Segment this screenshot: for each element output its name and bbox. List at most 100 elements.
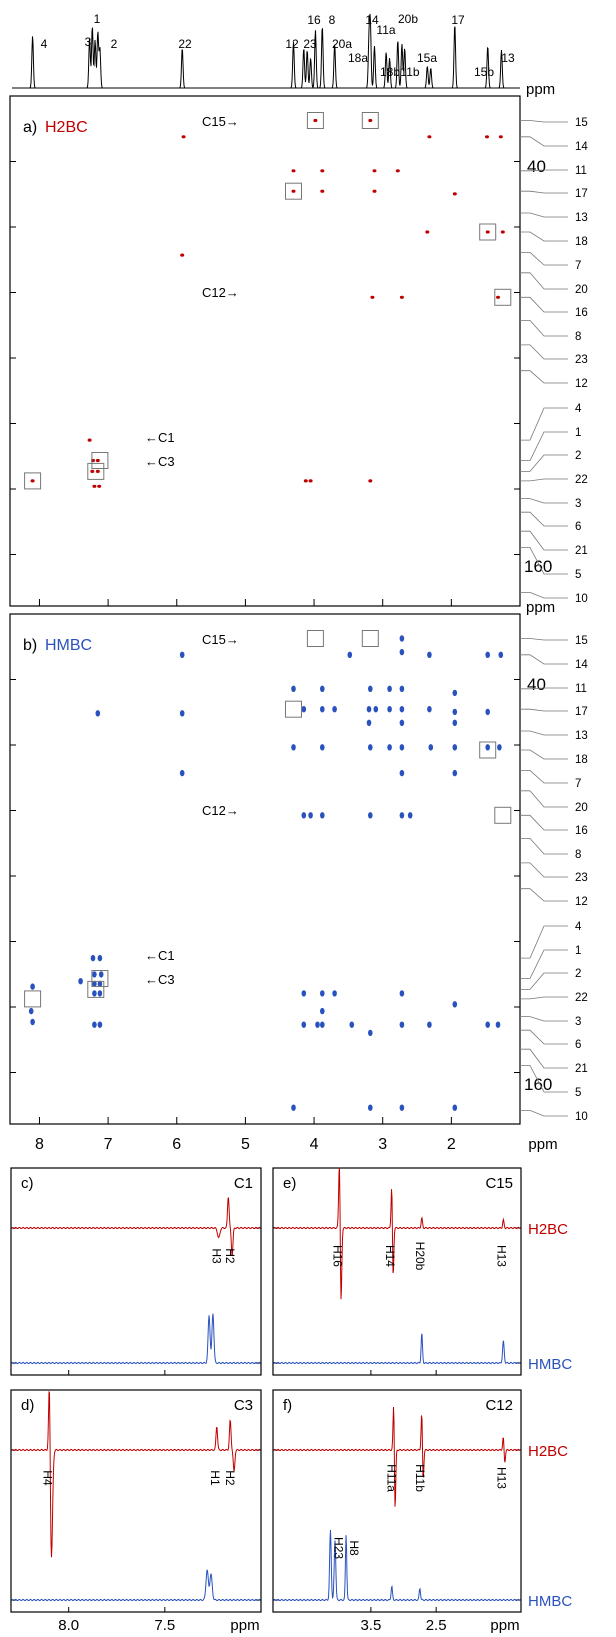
- highlight-box-4: [494, 288, 512, 306]
- carbon-leader-7: [520, 770, 568, 784]
- carbon-label-15: 15: [575, 635, 588, 647]
- cross-peak-3: [347, 651, 353, 658]
- peak-label-23: 23: [303, 37, 317, 51]
- cross-peak-31: [368, 479, 373, 483]
- peak-label-11a: 11a: [376, 23, 395, 37]
- slice-trace-h2bc: [273, 1406, 521, 1507]
- cross-peak-29: [320, 744, 325, 751]
- cross-peak-58: [332, 990, 337, 997]
- cross-peak-52: [97, 980, 103, 988]
- cross-peak-26: [399, 719, 405, 726]
- cross-peak-40: [301, 812, 307, 819]
- cross-peak-73: [495, 1021, 501, 1028]
- cross-peak-59: [399, 990, 405, 997]
- carbon-leader-18: [520, 231, 568, 242]
- carbon-leader-11: [520, 169, 568, 172]
- x-tick-label-7: 7: [104, 1136, 113, 1153]
- cross-peak-48: [92, 971, 97, 978]
- slice-peak-label-h13: H13: [494, 1467, 508, 1489]
- cross-peak-50: [78, 978, 83, 985]
- carbon-leader-23: [520, 862, 568, 878]
- highlight-box-3: [479, 223, 497, 241]
- carbon-label-14: 14: [575, 141, 588, 153]
- cross-peak-7: [291, 685, 296, 692]
- carbon-label-5: 5: [575, 569, 581, 581]
- carbon-label-8: 8: [575, 331, 581, 343]
- slice-panel-letter: e): [283, 1175, 296, 1192]
- cross-peak-33: [428, 744, 434, 751]
- slice-carbon-label: C12: [485, 1397, 513, 1414]
- cross-peak-24: [179, 710, 185, 717]
- cross-peak-21: [452, 708, 458, 716]
- cross-peak-30: [368, 744, 373, 751]
- highlight-box-6: [87, 462, 105, 480]
- carbon-leader-14: [520, 654, 568, 665]
- slice-peak-label-h11a: H11a: [385, 1464, 399, 1492]
- carbon-label-15: 15: [575, 117, 588, 129]
- hmbc-2d-panel: b) HMBCppm4016015141117131872016823124122…: [9, 599, 588, 1153]
- cross-peak-14: [425, 230, 430, 234]
- peak-label-15a: 15a: [417, 51, 437, 65]
- trace-name-hmbc: HMBC: [528, 1356, 572, 1373]
- peak-label-2: 2: [111, 37, 118, 51]
- cross-peak-4: [427, 651, 432, 658]
- carbon-label-4: 4: [575, 403, 582, 415]
- cross-peak-65: [97, 1021, 103, 1028]
- x-axis-unit: ppm: [528, 1136, 557, 1153]
- carbon-label-20: 20: [575, 284, 588, 296]
- panel-letter: b): [23, 637, 37, 654]
- slice-panel-c3: d) C3 H4 H1 H2 8.0 7.5 ppm: [10, 1389, 262, 1634]
- carbon-label-14: 14: [575, 659, 588, 671]
- carbon-label-12: 12: [575, 896, 588, 908]
- carbon-label-7: 7: [575, 260, 581, 272]
- highlight-box-0: [306, 630, 324, 647]
- peak-label-1: 1: [94, 12, 101, 26]
- h2bc-2d-panel: a) H2BCppm4016015141117131872016823124122…: [9, 81, 588, 607]
- cross-peak-16: [366, 706, 372, 713]
- cross-peak-21: [87, 438, 92, 442]
- carbon-leader-11: [520, 687, 568, 690]
- cross-peak-39: [452, 769, 458, 777]
- carbon-leader-3: [520, 498, 568, 504]
- x-tick-label-2: 2: [447, 1136, 456, 1153]
- panel-letter: a): [23, 119, 37, 136]
- cross-peak-71: [427, 1021, 432, 1028]
- cross-peak-0: [313, 118, 318, 123]
- cross-peak-19: [399, 706, 405, 713]
- carbon-label-22: 22: [575, 992, 588, 1004]
- slice-frame: [272, 1389, 522, 1613]
- highlight-box-0: [306, 112, 324, 129]
- carbon-leader-8: [520, 838, 568, 855]
- carbon-leader-5: [520, 547, 568, 575]
- cross-peak-67: [315, 1021, 320, 1028]
- carbon-leader-10: [520, 1110, 568, 1117]
- carbon-label-13: 13: [575, 730, 588, 742]
- carbon-leader-12: [520, 888, 568, 902]
- carbon-leader-10: [520, 592, 568, 599]
- cross-peak-32: [399, 744, 405, 751]
- cross-peak-8: [320, 685, 325, 692]
- slice-trace-hmbc: [11, 1313, 261, 1365]
- slice-peak-label-h8: H8: [347, 1540, 361, 1556]
- annotation-0: C15→: [202, 114, 239, 129]
- slice-peak-label-h23: H23: [331, 1537, 345, 1559]
- peak-label-8: 8: [329, 13, 336, 27]
- carbon-leader-20: [520, 272, 568, 290]
- cross-peak-3: [427, 135, 432, 139]
- carbon-leader-18: [520, 749, 568, 760]
- carbon-label-21: 21: [575, 545, 588, 557]
- carbon-label-11: 11: [575, 165, 587, 177]
- carbon-label-5: 5: [575, 1087, 581, 1099]
- cross-peak-54: [92, 990, 97, 997]
- trace-name-h2bc: H2BC: [528, 1443, 568, 1460]
- cross-peak-23: [95, 710, 101, 717]
- carbon-leader-15: [520, 120, 568, 123]
- peak-label-20b: 20b: [398, 12, 418, 26]
- carbon-label-22: 22: [575, 474, 588, 486]
- cross-peak-2: [179, 651, 185, 658]
- cross-peak-9: [368, 685, 373, 692]
- slice-peak-label-h14: H14: [383, 1245, 397, 1267]
- x-tick-label-8: 8: [35, 1136, 44, 1153]
- annotation-2: ←C1: [145, 948, 175, 963]
